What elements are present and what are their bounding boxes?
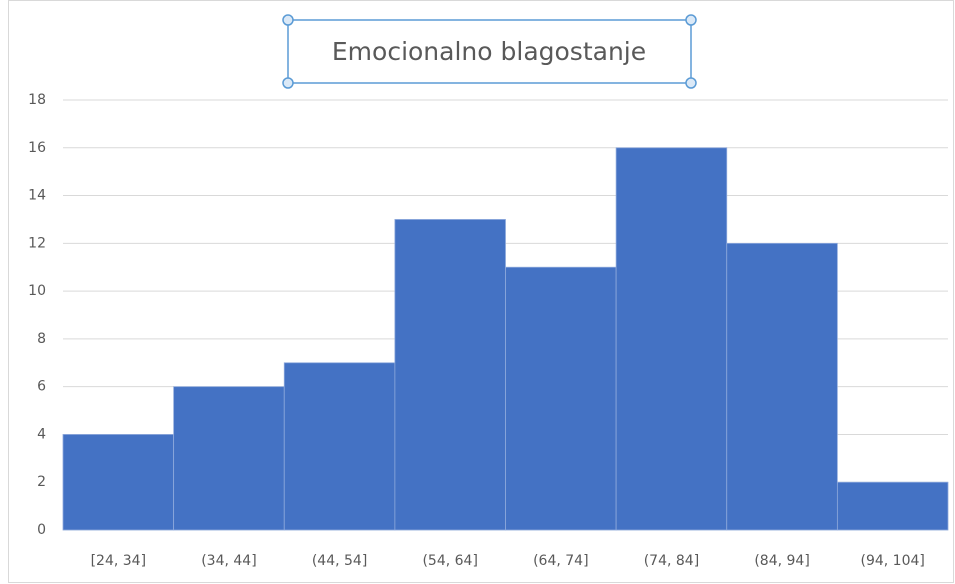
- y-tick-label: 12: [28, 235, 46, 251]
- x-tick-label: (64, 74]: [533, 553, 588, 569]
- bar: [726, 242, 838, 531]
- bar: [283, 362, 396, 531]
- chart-title: Emocionalno blagostanje: [332, 37, 646, 66]
- bar: [173, 386, 285, 531]
- y-tick-label: 14: [28, 188, 46, 204]
- y-tick-label: 6: [37, 379, 46, 395]
- selection-handles: [282, 14, 697, 89]
- handle[interactable]: [685, 14, 697, 26]
- x-tick-label: (94, 104]: [861, 553, 925, 569]
- title-selection[interactable]: [287, 19, 692, 84]
- y-tick-label: 8: [37, 331, 46, 347]
- y-tick-label: 0: [37, 522, 46, 538]
- bar: [62, 434, 175, 531]
- bar: [505, 266, 617, 531]
- x-tick-label: (84, 94]: [754, 553, 809, 569]
- bar: [615, 147, 728, 531]
- y-tick-label: 2: [37, 474, 46, 490]
- x-tick-label: (34, 44]: [201, 553, 256, 569]
- y-tick-label: 16: [28, 140, 46, 156]
- bar: [394, 219, 506, 531]
- x-tick-label: [24, 34]: [91, 553, 146, 569]
- y-tick-label: 10: [28, 283, 46, 299]
- y-tick-label: 4: [37, 426, 46, 442]
- x-tick-label: (74, 84]: [644, 553, 699, 569]
- handle[interactable]: [282, 77, 294, 89]
- y-tick-label: 18: [28, 92, 46, 108]
- bar: [836, 481, 949, 531]
- handle[interactable]: [685, 77, 697, 89]
- bars: [62, 147, 949, 531]
- handle[interactable]: [282, 14, 294, 26]
- x-tick-label: (54, 64]: [422, 553, 477, 569]
- x-tick-label: (44, 54]: [312, 553, 367, 569]
